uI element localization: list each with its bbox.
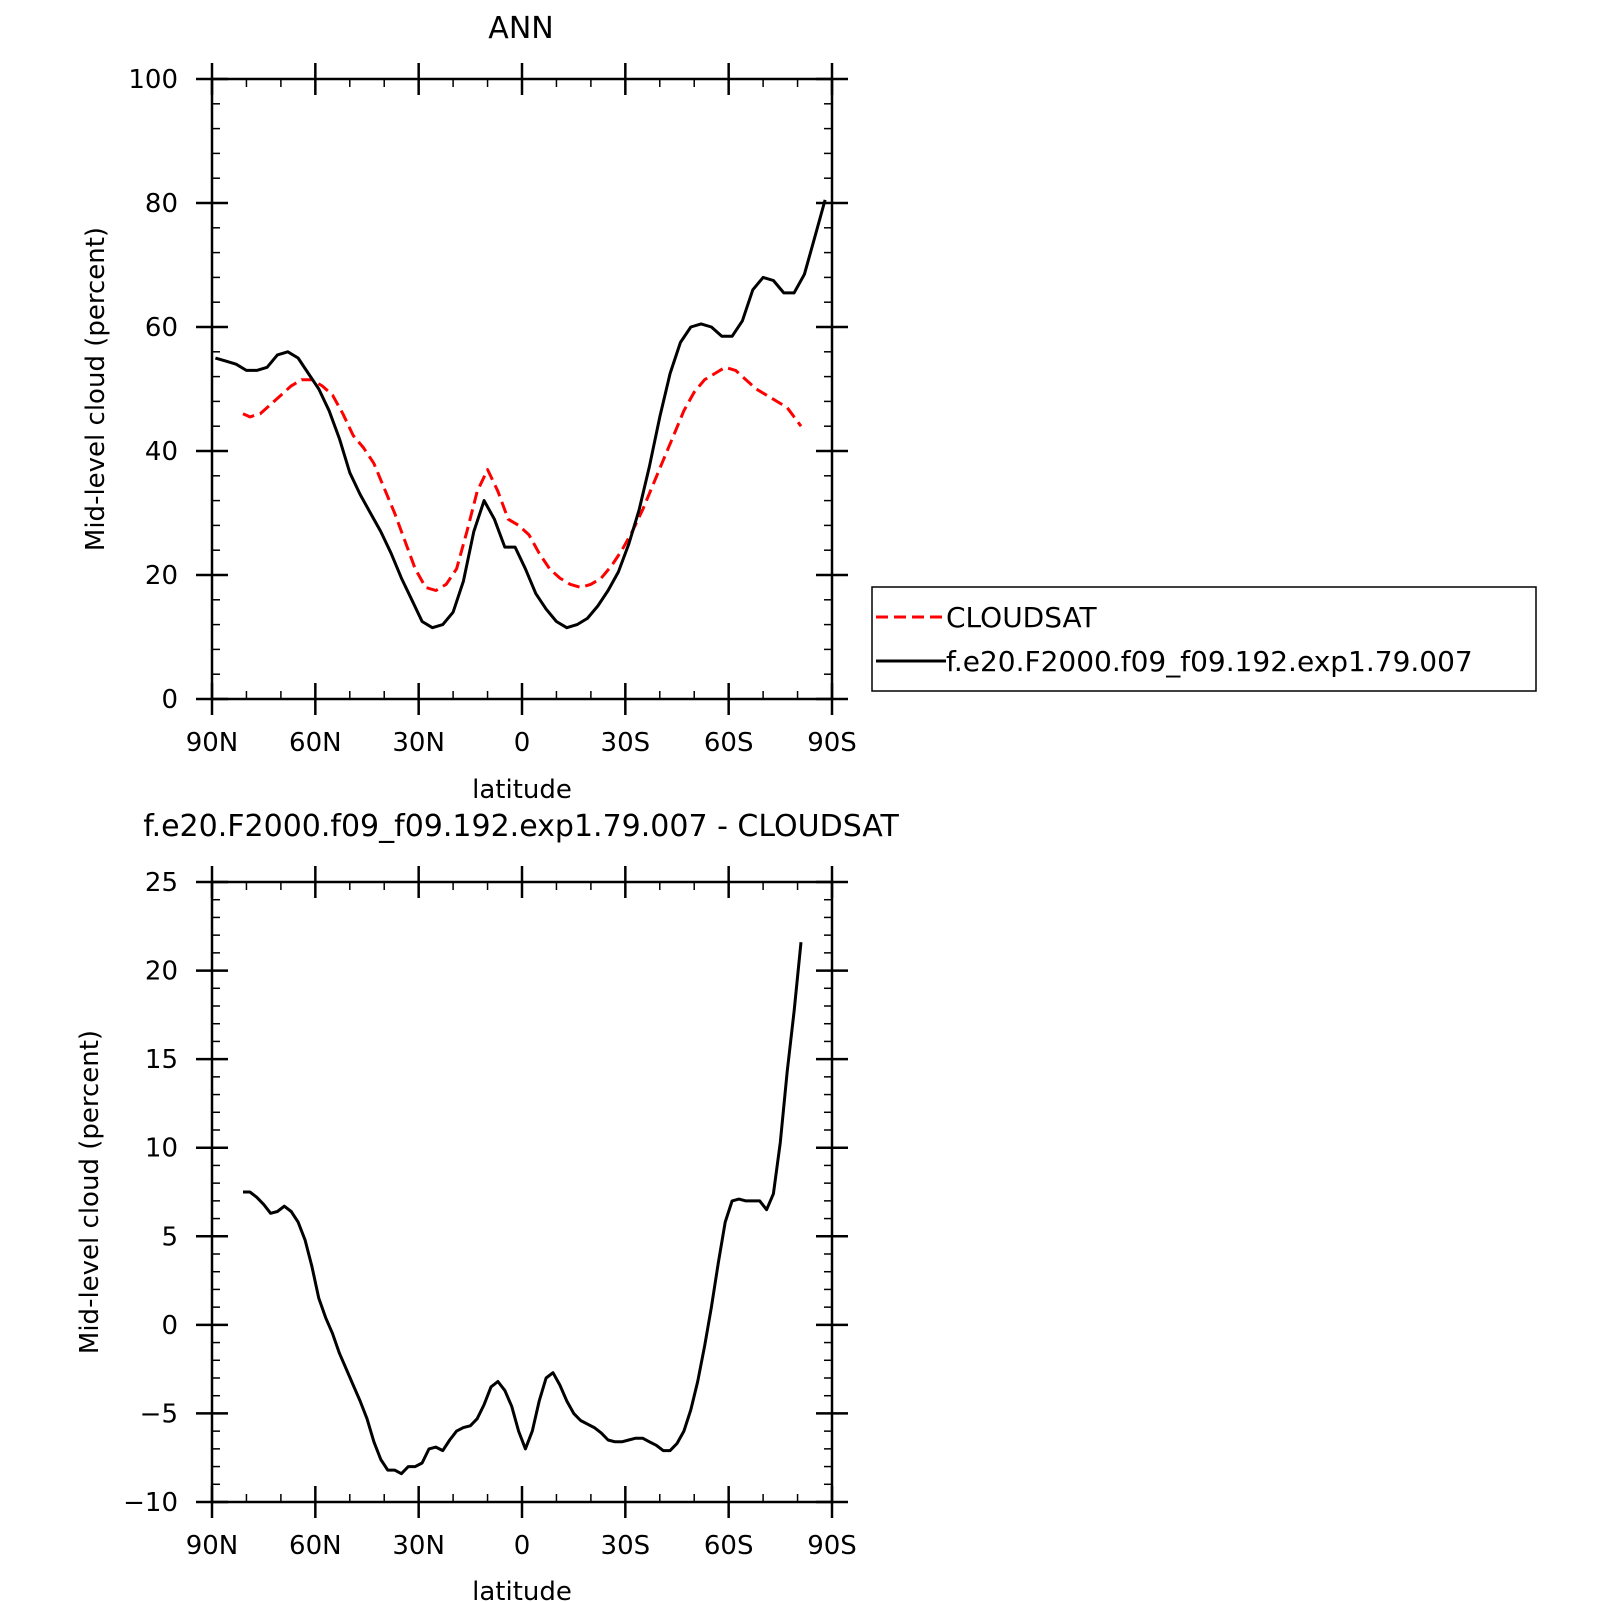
difference-chart-ylabel: Mid-level cloud (percent) <box>75 1030 105 1354</box>
annual-chart-ylabel: Mid-level cloud (percent) <box>81 227 111 551</box>
difference-chart-ticks: 90N 60N 30N 0 30S 60S 90S −10 −5 0 5 10 15 20 25 <box>123 866 857 1561</box>
chart1-ytick-label: 20 <box>145 957 178 987</box>
chart0-xtick-label: 90S <box>807 728 857 758</box>
difference-chart: f.e20.F2000.f09_f09.192.exp1.79.007 - CL… <box>75 809 899 1602</box>
chart1-ytick-label: 10 <box>145 1134 178 1164</box>
chart1-xtick-label: 90S <box>807 1531 857 1561</box>
chart0-xtick-label: 30S <box>601 728 651 758</box>
chart0-ytick-label: 20 <box>145 561 178 591</box>
chart1-ytick-label: 0 <box>161 1311 178 1341</box>
chart0-xtick-label: 60N <box>289 728 342 758</box>
chart0-xtick-label: 90N <box>186 728 239 758</box>
chart0-xtick-label: 30N <box>392 728 445 758</box>
chart1-series-0-line <box>243 942 803 1476</box>
annual-chart-xlabel: latitude <box>472 775 572 805</box>
difference-chart-title: f.e20.F2000.f09_f09.192.exp1.79.007 - CL… <box>143 809 899 844</box>
chart1-ytick-label: 5 <box>161 1222 178 1252</box>
chart1-ytick-label: −10 <box>123 1488 178 1518</box>
annual-chart-title: ANN <box>488 11 553 46</box>
annual-chart-lines <box>214 199 827 630</box>
chart1-xtick-label: 90N <box>186 1531 239 1561</box>
chart1-xtick-label: 0 <box>514 1531 531 1561</box>
legend: CLOUDSAT f.e20.F2000.f09_f09.192.exp1.79… <box>871 586 1537 692</box>
legend-label-model: f.e20.F2000.f09_f09.192.exp1.79.007 <box>946 645 1473 678</box>
chart0-series-1-line <box>214 199 827 630</box>
difference-chart-frame <box>210 880 834 1504</box>
legend-box <box>871 586 1537 692</box>
annual-chart-ticks: 90N 60N 30N 0 30S 60S 90S 0 20 40 60 80 100 <box>128 63 857 758</box>
difference-chart-lines <box>243 942 803 1476</box>
chart1-ytick-label: −5 <box>140 1399 178 1429</box>
chart1-xtick-label: 60S <box>704 1531 754 1561</box>
legend-label-cloudsat: CLOUDSAT <box>946 601 1098 634</box>
chart0-ytick-label: 60 <box>145 313 178 343</box>
chart0-ytick-label: 80 <box>145 189 178 219</box>
chart1-xtick-label: 30N <box>392 1531 445 1561</box>
chart1-xtick-label: 30S <box>601 1531 651 1561</box>
chart0-xtick-label: 60S <box>704 728 754 758</box>
chart1-ytick-label: 25 <box>145 868 178 898</box>
difference-chart-xlabel: latitude <box>472 1577 572 1602</box>
chart0-ytick-label: 100 <box>128 65 178 95</box>
chart1-xtick-label: 60N <box>289 1531 342 1561</box>
annual-chart: ANN 90N 60N 30N 0 30S 60S 90S 0 20 40 60 80 100 lati… <box>81 11 1537 805</box>
chart0-ytick-label: 40 <box>145 437 178 467</box>
annual-chart-frame <box>210 77 834 701</box>
chart0-series-0-line <box>242 365 803 592</box>
chart0-ytick-label: 0 <box>161 685 178 715</box>
chart0-xtick-label: 0 <box>514 728 531 758</box>
chart1-ytick-label: 15 <box>145 1045 178 1075</box>
